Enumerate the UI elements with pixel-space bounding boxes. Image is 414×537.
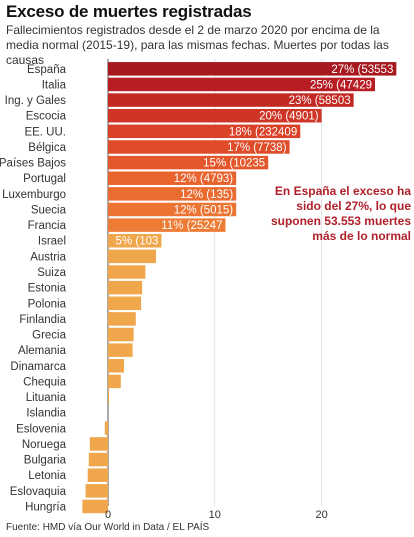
bar-eslovaquia bbox=[85, 484, 108, 498]
category-label: Lituania bbox=[26, 392, 67, 404]
category-label: Bélgica bbox=[28, 142, 66, 154]
category-label: Bulgaria bbox=[24, 455, 67, 467]
bar-hungr-a bbox=[82, 499, 108, 514]
category-label: España bbox=[27, 64, 67, 76]
labels: 0 10 20 España 27% (53553 Italia 25% (47429 Ing… bbox=[0, 64, 393, 521]
data-label: 12% (4793) bbox=[174, 173, 234, 185]
data-label: 11% (25247 bbox=[161, 220, 222, 232]
category-label: Países Bajos bbox=[0, 158, 66, 170]
bar-estonia bbox=[108, 280, 143, 295]
bars bbox=[82, 62, 397, 514]
category-label: Israel bbox=[38, 236, 66, 248]
bar-eslovenia bbox=[104, 421, 108, 436]
data-label: 12% (5015) bbox=[174, 204, 234, 216]
bar-ee-uu- bbox=[108, 124, 301, 139]
category-label: Islandia bbox=[26, 408, 66, 420]
category-label: EE. UU. bbox=[24, 126, 66, 138]
data-label: 25% (47429 bbox=[310, 79, 372, 91]
bar-suiza bbox=[108, 265, 146, 279]
bar-escocia bbox=[108, 108, 322, 123]
x-tick-label: 0 bbox=[105, 509, 111, 521]
category-label: Polonia bbox=[28, 298, 67, 310]
bar-francia bbox=[108, 218, 226, 232]
bar-luxemburgo bbox=[108, 187, 237, 201]
category-label: Luxemburgo bbox=[2, 189, 66, 201]
category-label: Italia bbox=[42, 79, 67, 91]
bar-letonia bbox=[87, 468, 108, 482]
data-label: 5% (103 bbox=[116, 236, 159, 248]
bar-ing-y-gales bbox=[108, 93, 354, 107]
category-label: Finlandia bbox=[19, 314, 66, 326]
data-label: 23% (58503 bbox=[289, 95, 351, 107]
x-tick-label: 20 bbox=[315, 509, 327, 521]
category-label: Chequia bbox=[23, 376, 66, 388]
category-label: Dinamarca bbox=[10, 361, 66, 373]
bar-dinamarca bbox=[108, 359, 125, 373]
category-label: Alemania bbox=[18, 345, 67, 357]
bar-portugal bbox=[108, 171, 237, 185]
annotation-text: En España el exceso ha sido del 27%, lo … bbox=[270, 184, 411, 243]
data-label: 18% (232409 bbox=[229, 126, 297, 138]
bar-lituania bbox=[108, 390, 110, 404]
bar-espa-a bbox=[108, 62, 397, 76]
category-label: Francia bbox=[28, 220, 67, 232]
bar-alemania bbox=[108, 343, 133, 357]
data-label: 20% (4901) bbox=[259, 111, 319, 123]
data-label: 27% (53553 bbox=[331, 64, 393, 76]
bar-polonia bbox=[108, 296, 142, 311]
source-note: Fuente: HMD vía Our World in Data / EL P… bbox=[6, 522, 210, 533]
category-label: Escocia bbox=[26, 111, 67, 123]
bar-chequia bbox=[108, 374, 121, 389]
bar-noruega bbox=[89, 437, 108, 451]
x-tick-label: 10 bbox=[209, 509, 221, 521]
bar-bulgaria bbox=[88, 452, 108, 467]
category-label: Suecia bbox=[31, 204, 67, 216]
bar-b-lgica bbox=[108, 140, 290, 154]
chart-subtitle: Fallecimientos registrados desde el 2 de… bbox=[6, 23, 389, 67]
category-label: Suiza bbox=[37, 267, 66, 279]
category-label: Eslovenia bbox=[16, 423, 66, 435]
bar-pa-ses-bajos bbox=[108, 155, 269, 170]
bar-italia bbox=[108, 77, 375, 92]
bar-grecia bbox=[108, 327, 134, 342]
category-label: Letonia bbox=[28, 470, 66, 482]
bar-suecia bbox=[108, 202, 237, 217]
category-label: Noruega bbox=[22, 439, 67, 451]
category-label: Grecia bbox=[32, 330, 66, 342]
data-label: 15% (10235 bbox=[203, 158, 265, 170]
bar-israel bbox=[108, 233, 162, 248]
data-label: 12% (135) bbox=[180, 189, 233, 201]
bar-finlandia bbox=[108, 312, 136, 326]
category-label: Ing. y Gales bbox=[5, 95, 67, 107]
bar-austria bbox=[108, 249, 157, 264]
category-label: Portugal bbox=[23, 173, 66, 185]
category-label: Hungría bbox=[25, 501, 67, 513]
data-label: 17% (7738) bbox=[227, 142, 287, 154]
chart-title: Exceso de muertes registradas bbox=[6, 2, 252, 21]
category-label: Austria bbox=[30, 251, 66, 263]
category-label: Eslovaquia bbox=[10, 486, 67, 498]
category-label: Estonia bbox=[28, 283, 67, 295]
